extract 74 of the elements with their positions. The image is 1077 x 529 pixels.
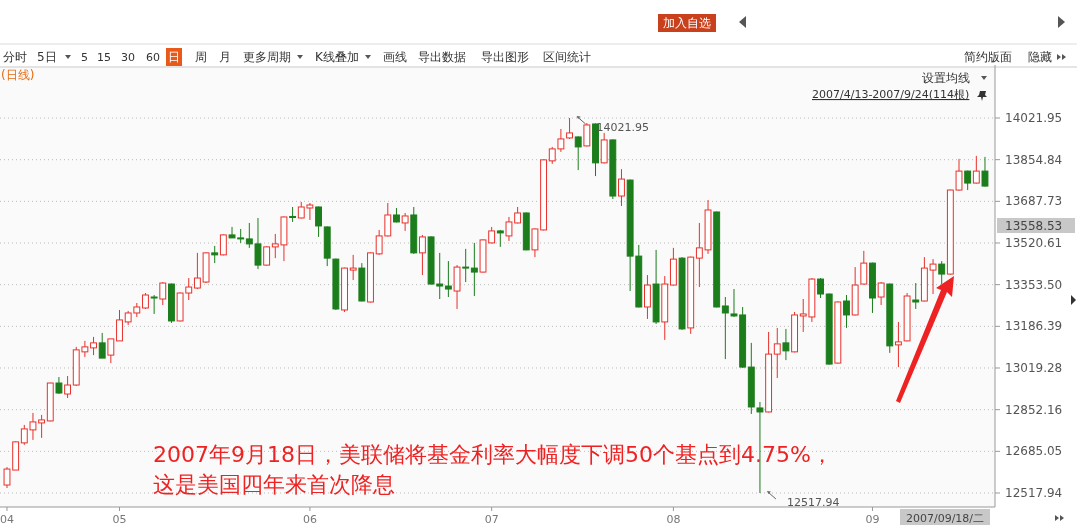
annotation: 这是美国四年来首次降息 bbox=[153, 472, 395, 497]
text: 简约版面 bbox=[964, 50, 1012, 64]
annotation: 设置均线 bbox=[922, 71, 970, 85]
text: K线叠加 bbox=[315, 50, 359, 64]
candlestick bbox=[843, 294, 850, 329]
candlestick bbox=[574, 135, 582, 171]
candlestick bbox=[453, 264, 461, 310]
candlestick bbox=[150, 294, 158, 315]
annotation: 2007/4/13-2007/9/24(114根) bbox=[812, 88, 970, 101]
candlestick bbox=[566, 117, 573, 140]
candlestick bbox=[116, 309, 123, 342]
x-tick-label: 05 bbox=[112, 513, 127, 526]
candlestick bbox=[782, 328, 790, 361]
annotation: 12517.94 bbox=[786, 496, 840, 509]
x-tick-label: 08 bbox=[666, 513, 681, 526]
text: 画线 bbox=[383, 50, 407, 64]
text: 60 bbox=[146, 51, 160, 64]
text: 导出数据 bbox=[418, 50, 466, 64]
candlestick bbox=[159, 281, 167, 306]
candlestick bbox=[90, 336, 97, 356]
candlestick bbox=[912, 282, 920, 310]
y-tick-label: 12517.94 bbox=[1005, 486, 1063, 500]
candlestick bbox=[877, 281, 885, 306]
candlestick bbox=[315, 206, 323, 238]
candlestick bbox=[817, 277, 824, 299]
text: 更多周期 bbox=[243, 50, 291, 64]
candlestick bbox=[349, 254, 357, 281]
text: 加入自选 bbox=[663, 16, 711, 30]
candlestick bbox=[219, 233, 227, 256]
text: 5日 bbox=[37, 50, 57, 64]
y-tick-label: 14021.95 bbox=[1005, 111, 1063, 125]
candlestick bbox=[98, 332, 106, 359]
y-tick-label: 13687.73 bbox=[1005, 194, 1063, 209]
text: 分时 bbox=[3, 50, 27, 64]
y-tick-label: 13854.84 bbox=[1005, 152, 1063, 167]
candlestick bbox=[418, 234, 426, 276]
x-tick-label: 07 bbox=[484, 513, 499, 526]
text: 月 bbox=[219, 50, 231, 64]
x-tick-label: 09 bbox=[865, 513, 880, 526]
candlestick bbox=[107, 338, 115, 364]
text: 5 bbox=[81, 51, 88, 64]
candlestick bbox=[981, 156, 989, 188]
y-tick-label: 13186.39 bbox=[1005, 319, 1063, 334]
x-tick-label: 06 bbox=[302, 513, 317, 526]
text: 周 bbox=[195, 50, 207, 64]
text: 15 bbox=[97, 51, 111, 64]
candlestick bbox=[263, 245, 271, 267]
text: 日 bbox=[168, 50, 180, 64]
candlestick bbox=[644, 274, 651, 320]
candlestick bbox=[972, 155, 980, 185]
y-tick-label: 12685.05 bbox=[1005, 444, 1063, 459]
text: 导出图形 bbox=[481, 50, 529, 64]
candlestick bbox=[444, 260, 452, 298]
candlestick bbox=[462, 248, 470, 283]
y-tick-label: 13019.28 bbox=[1005, 361, 1063, 375]
candlestick bbox=[600, 132, 608, 164]
candlestick bbox=[64, 375, 72, 399]
candlestick bbox=[470, 242, 478, 297]
text: 2007/09/18/二 bbox=[905, 511, 985, 525]
candlestick bbox=[773, 327, 781, 379]
candlestick bbox=[583, 122, 591, 147]
y-tick-label: 13353.50 bbox=[1005, 277, 1063, 292]
candlestick bbox=[938, 260, 946, 285]
x-tick-label: 04 bbox=[0, 513, 14, 526]
candlestick bbox=[964, 170, 972, 191]
text: 隐藏 bbox=[1028, 50, 1052, 64]
y-tick-label: 13520.61 bbox=[1005, 236, 1063, 250]
annotation: (日线) bbox=[1, 68, 35, 82]
text: 30 bbox=[121, 51, 135, 64]
candlestick bbox=[401, 212, 409, 232]
text: 区间统计 bbox=[543, 50, 591, 64]
candlestick bbox=[618, 168, 625, 207]
y-tick-label: 12852.16 bbox=[1005, 402, 1063, 417]
text: 13558.53 bbox=[1005, 218, 1063, 233]
